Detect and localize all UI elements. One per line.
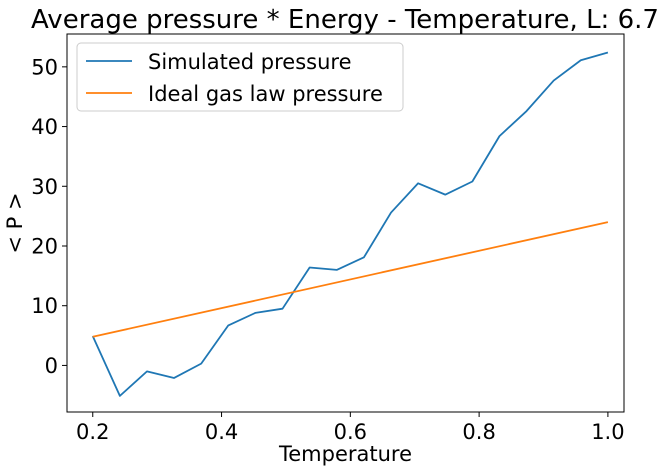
legend-label-ideal: Ideal gas law pressure: [148, 82, 383, 106]
legend-label-simulated: Simulated pressure: [148, 50, 352, 74]
x-tick-label: 0.4: [205, 420, 238, 444]
y-axis: 0 10 20 30 40 50: [31, 55, 67, 378]
y-tick-label: 50: [31, 55, 58, 79]
x-tick-label: 0.8: [462, 420, 495, 444]
x-tick-label: 0.2: [76, 420, 109, 444]
series-line-simulated-pressure: [91, 51, 609, 397]
y-tick-label: 30: [31, 175, 58, 199]
y-tick-label: 40: [31, 115, 58, 139]
legend: Simulated pressure Ideal gas law pressur…: [76, 42, 404, 112]
x-tick-label: 0.6: [334, 420, 367, 444]
plot-area-frame: [66, 33, 625, 413]
series-group: [91, 51, 609, 397]
y-axis-label: < P >: [3, 192, 27, 253]
x-axis: 0.2 0.4 0.6 0.8 1.0: [76, 412, 625, 444]
chart-title: Average pressure * Energy - Temperature,…: [31, 5, 659, 35]
y-tick-label: 20: [31, 234, 58, 258]
legend-box: [76, 42, 404, 112]
y-tick-label: 10: [31, 294, 58, 318]
x-tick-label: 1.0: [591, 420, 624, 444]
x-axis-label: Temperature: [278, 442, 412, 466]
y-tick-label: 0: [45, 354, 58, 378]
series-line-ideal-gas-pressure: [92, 221, 609, 338]
